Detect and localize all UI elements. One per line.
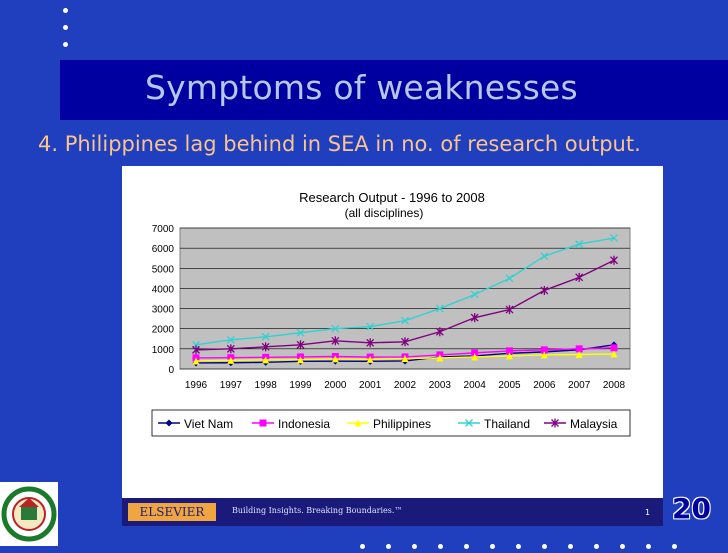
- data-point-malaysia: [226, 344, 235, 354]
- data-point-malaysia: [331, 336, 340, 346]
- data-point-philippines: [436, 354, 444, 362]
- data-point-thailand: [575, 240, 584, 249]
- data-point-philippines: [366, 355, 374, 363]
- footer-page-number: 1: [645, 508, 651, 517]
- chart-subtitle: (all disciplines): [345, 206, 424, 220]
- legend-marker-philippines: [354, 419, 362, 427]
- legend-label-viet-nam: Viet Nam: [184, 417, 233, 431]
- bottom-strip: [60, 526, 728, 546]
- legend-marker-indonesia: [259, 419, 267, 427]
- data-point-thailand: [401, 316, 409, 325]
- data-point-indonesia: [575, 345, 583, 353]
- x-tick-label: 2008: [603, 380, 626, 391]
- data-point-indonesia: [610, 344, 618, 352]
- x-tick-label: 2007: [568, 380, 591, 391]
- data-point-malaysia: [505, 305, 514, 315]
- data-point-malaysia: [610, 255, 618, 265]
- legend-marker-viet-nam: [165, 419, 173, 427]
- x-tick-label: 2003: [429, 380, 452, 391]
- slide-subtitle: 4. Philippines lag behind in SEA in no. …: [38, 132, 641, 156]
- data-point-philippines: [192, 357, 200, 365]
- x-tick-label: 1997: [220, 380, 243, 391]
- data-point-indonesia: [506, 347, 513, 355]
- legend-label-indonesia: Indonesia: [278, 417, 330, 431]
- data-point-thailand: [610, 234, 618, 243]
- legend-marker-thailand: [465, 419, 473, 427]
- x-tick-label: 1998: [255, 380, 278, 391]
- y-tick-label: 6000: [152, 244, 175, 255]
- elsevier-logo: ELSEVIER: [128, 503, 216, 521]
- research-output-chart: Research Output - 1996 to 2008(all disci…: [151, 190, 631, 437]
- data-point-thailand: [540, 252, 549, 261]
- x-tick-label: 2000: [324, 380, 347, 391]
- data-point-thailand: [470, 290, 479, 299]
- data-point-malaysia: [261, 342, 270, 352]
- x-tick-label: 2005: [498, 380, 521, 391]
- data-point-thailand: [366, 322, 375, 331]
- data-point-thailand: [296, 328, 305, 337]
- legend-label-malaysia: Malaysia: [570, 417, 618, 431]
- slide-number: 20: [672, 492, 711, 525]
- data-point-thailand: [331, 324, 340, 333]
- data-point-indonesia: [540, 346, 548, 354]
- data-point-malaysia: [366, 338, 375, 348]
- data-point-philippines: [262, 356, 270, 364]
- legend-label-philippines: Philippines: [373, 417, 431, 431]
- chart-panel: Research Output - 1996 to 2008 (all disci…: [122, 166, 663, 526]
- data-point-malaysia: [296, 340, 305, 350]
- chart-title: Research Output - 1996 to 2008: [299, 190, 485, 205]
- y-tick-label: 3000: [152, 305, 175, 316]
- x-tick-label: 1996: [185, 380, 208, 391]
- university-seal-logo: [0, 482, 58, 546]
- data-point-philippines: [331, 355, 339, 363]
- data-point-indonesia: [471, 349, 479, 357]
- data-point-philippines: [575, 350, 583, 358]
- data-point-thailand: [505, 274, 514, 283]
- y-tick-label: 0: [168, 365, 174, 376]
- legend-label-thailand: Thailand: [484, 417, 530, 431]
- footer-tagline: Building Insights. Breaking Boundaries.™: [232, 506, 403, 515]
- data-point-malaysia: [470, 313, 479, 323]
- y-tick-label: 4000: [152, 284, 175, 295]
- data-point-philippines: [506, 352, 513, 360]
- x-tick-label: 2001: [359, 380, 382, 391]
- title-bar: [60, 60, 728, 120]
- data-point-philippines: [401, 355, 409, 363]
- data-point-philippines: [540, 351, 548, 359]
- data-point-philippines: [471, 353, 479, 361]
- data-point-malaysia: [435, 327, 444, 337]
- data-point-philippines: [297, 356, 304, 364]
- bottom-decorative-dots: [360, 534, 698, 553]
- decorative-dots: [63, 8, 69, 59]
- data-point-philippines: [227, 356, 235, 364]
- y-tick-label: 7000: [152, 224, 175, 235]
- data-point-thailand: [435, 304, 444, 313]
- x-tick-label: 2006: [533, 380, 556, 391]
- x-tick-label: 1999: [289, 380, 312, 391]
- legend-marker-malaysia: [551, 418, 559, 428]
- y-tick-label: 5000: [152, 264, 175, 275]
- data-point-thailand: [261, 332, 270, 341]
- x-tick-label: 2002: [394, 380, 417, 391]
- data-point-malaysia: [540, 285, 549, 295]
- data-point-malaysia: [575, 272, 584, 282]
- slide-title: Symptoms of weaknesses: [145, 68, 578, 107]
- data-point-philippines: [610, 350, 618, 358]
- y-tick-label: 2000: [152, 325, 175, 336]
- x-tick-label: 2004: [464, 380, 487, 391]
- data-point-malaysia: [401, 337, 409, 347]
- data-point-thailand: [226, 335, 235, 344]
- data-point-malaysia: [192, 345, 200, 355]
- y-tick-label: 1000: [152, 345, 175, 356]
